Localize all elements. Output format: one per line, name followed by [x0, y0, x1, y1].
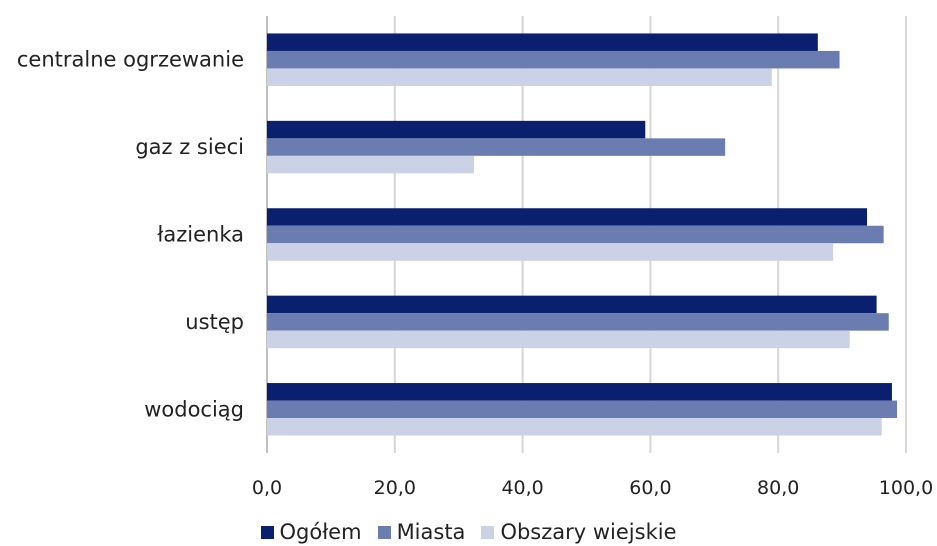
- bar-obszary-wiejskie-lazienka: [267, 243, 834, 261]
- x-tick-label-1: 20,0: [374, 477, 416, 499]
- legend-label-ogolem: Ogółem: [279, 520, 362, 544]
- category-label-centralne-ogrzewanie: centralne ogrzewanie: [17, 48, 244, 72]
- category-label-wodociag: wodociąg: [144, 397, 244, 421]
- legend: Ogółem Miasta Obszary wiejskie: [0, 520, 937, 544]
- bars: [267, 33, 898, 436]
- bar-ogolem-ustep: [267, 295, 877, 314]
- bar-obszary-wiejskie-ustep: [267, 330, 850, 349]
- category-label-lazienka: łazienka: [157, 223, 244, 247]
- bar-ogolem-centralne-ogrzewanie: [267, 33, 818, 51]
- bar-chart: centralne ogrzewanie gaz z sieci łazienka u…: [17, 16, 933, 499]
- legend-label-miasta: Miasta: [396, 520, 466, 544]
- bar-obszary-wiejskie-wodociag: [267, 418, 882, 436]
- bar-ogolem-gaz-z-sieci: [267, 120, 646, 139]
- x-tick-labels: 0,0 20,0 40,0 60,0 80,0 100,0: [252, 477, 933, 499]
- bar-ogolem-wodociag: [267, 383, 892, 401]
- bar-obszary-wiejskie-gaz-z-sieci: [267, 155, 475, 174]
- legend-item-obszary-wiejskie: Obszary wiejskie: [481, 520, 677, 544]
- x-tick-label-3: 60,0: [629, 477, 671, 499]
- x-tick-label-0: 0,0: [252, 477, 282, 499]
- bar-ogolem-lazienka: [267, 208, 868, 226]
- bar-miasta-gaz-z-sieci: [267, 138, 726, 156]
- x-tick-label-2: 40,0: [501, 477, 543, 499]
- legend-swatch-miasta: [377, 525, 391, 539]
- bar-miasta-lazienka: [267, 225, 884, 244]
- category-label-gaz-z-sieci: gaz z sieci: [135, 135, 244, 159]
- legend-item-ogolem: Ogółem: [260, 520, 362, 544]
- category-label-ustep: ustęp: [185, 310, 244, 334]
- bar-miasta-wodociag: [267, 400, 898, 419]
- legend-swatch-ogolem: [260, 525, 274, 539]
- category-labels: centralne ogrzewanie gaz z sieci łazienka u…: [17, 48, 244, 422]
- x-tick-label-4: 80,0: [757, 477, 799, 499]
- legend-swatch-obszary-wiejskie: [481, 525, 495, 539]
- bar-obszary-wiejskie-centralne-ogrzewanie: [267, 68, 772, 86]
- legend-label-obszary-wiejskie: Obszary wiejskie: [500, 520, 677, 544]
- bar-miasta-ustep: [267, 313, 889, 331]
- bar-miasta-centralne-ogrzewanie: [267, 50, 840, 69]
- legend-item-miasta: Miasta: [377, 520, 466, 544]
- x-tick-label-5: 100,0: [879, 477, 933, 499]
